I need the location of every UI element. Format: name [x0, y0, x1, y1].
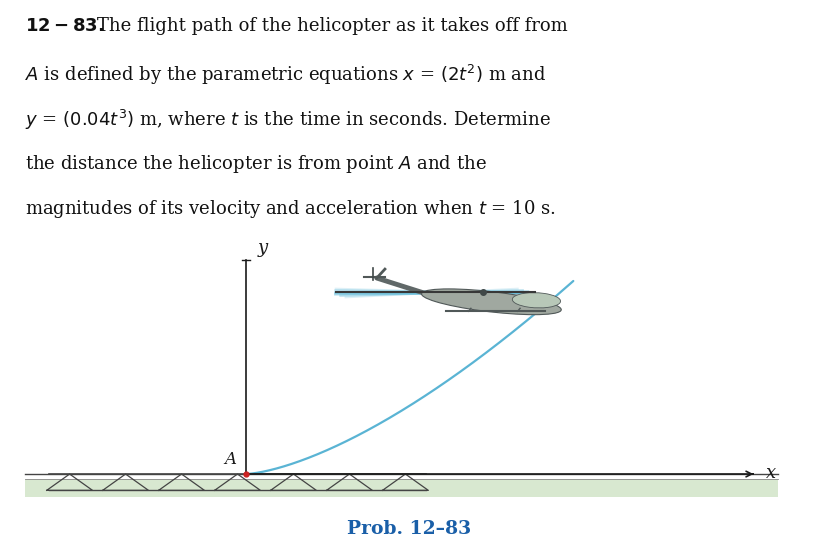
Bar	[25, 479, 778, 497]
Text: A: A	[224, 450, 236, 468]
Text: y: y	[258, 239, 268, 257]
Text: magnitudes of its velocity and acceleration when $t$ = 10 s.: magnitudes of its velocity and accelerat…	[25, 198, 555, 220]
Ellipse shape	[422, 289, 561, 315]
Ellipse shape	[513, 293, 560, 308]
Text: $y$ = $(0.04t^3)$ m, where $t$ is the time in seconds. Determine: $y$ = $(0.04t^3)$ m, where $t$ is the ti…	[25, 108, 550, 132]
Text: Prob. 12–83: Prob. 12–83	[347, 520, 472, 538]
Text: the distance the helicopter is from point $A$ and the: the distance the helicopter is from poin…	[25, 153, 486, 175]
Text: $\mathbf{12-83.}$: $\mathbf{12-83.}$	[25, 17, 104, 35]
Text: The flight path of the helicopter as it takes off from: The flight path of the helicopter as it …	[97, 17, 568, 35]
Text: x: x	[766, 464, 776, 481]
Text: $A$ is defined by the parametric equations $x$ = $(2t^2)$ m and: $A$ is defined by the parametric equatio…	[25, 63, 545, 87]
